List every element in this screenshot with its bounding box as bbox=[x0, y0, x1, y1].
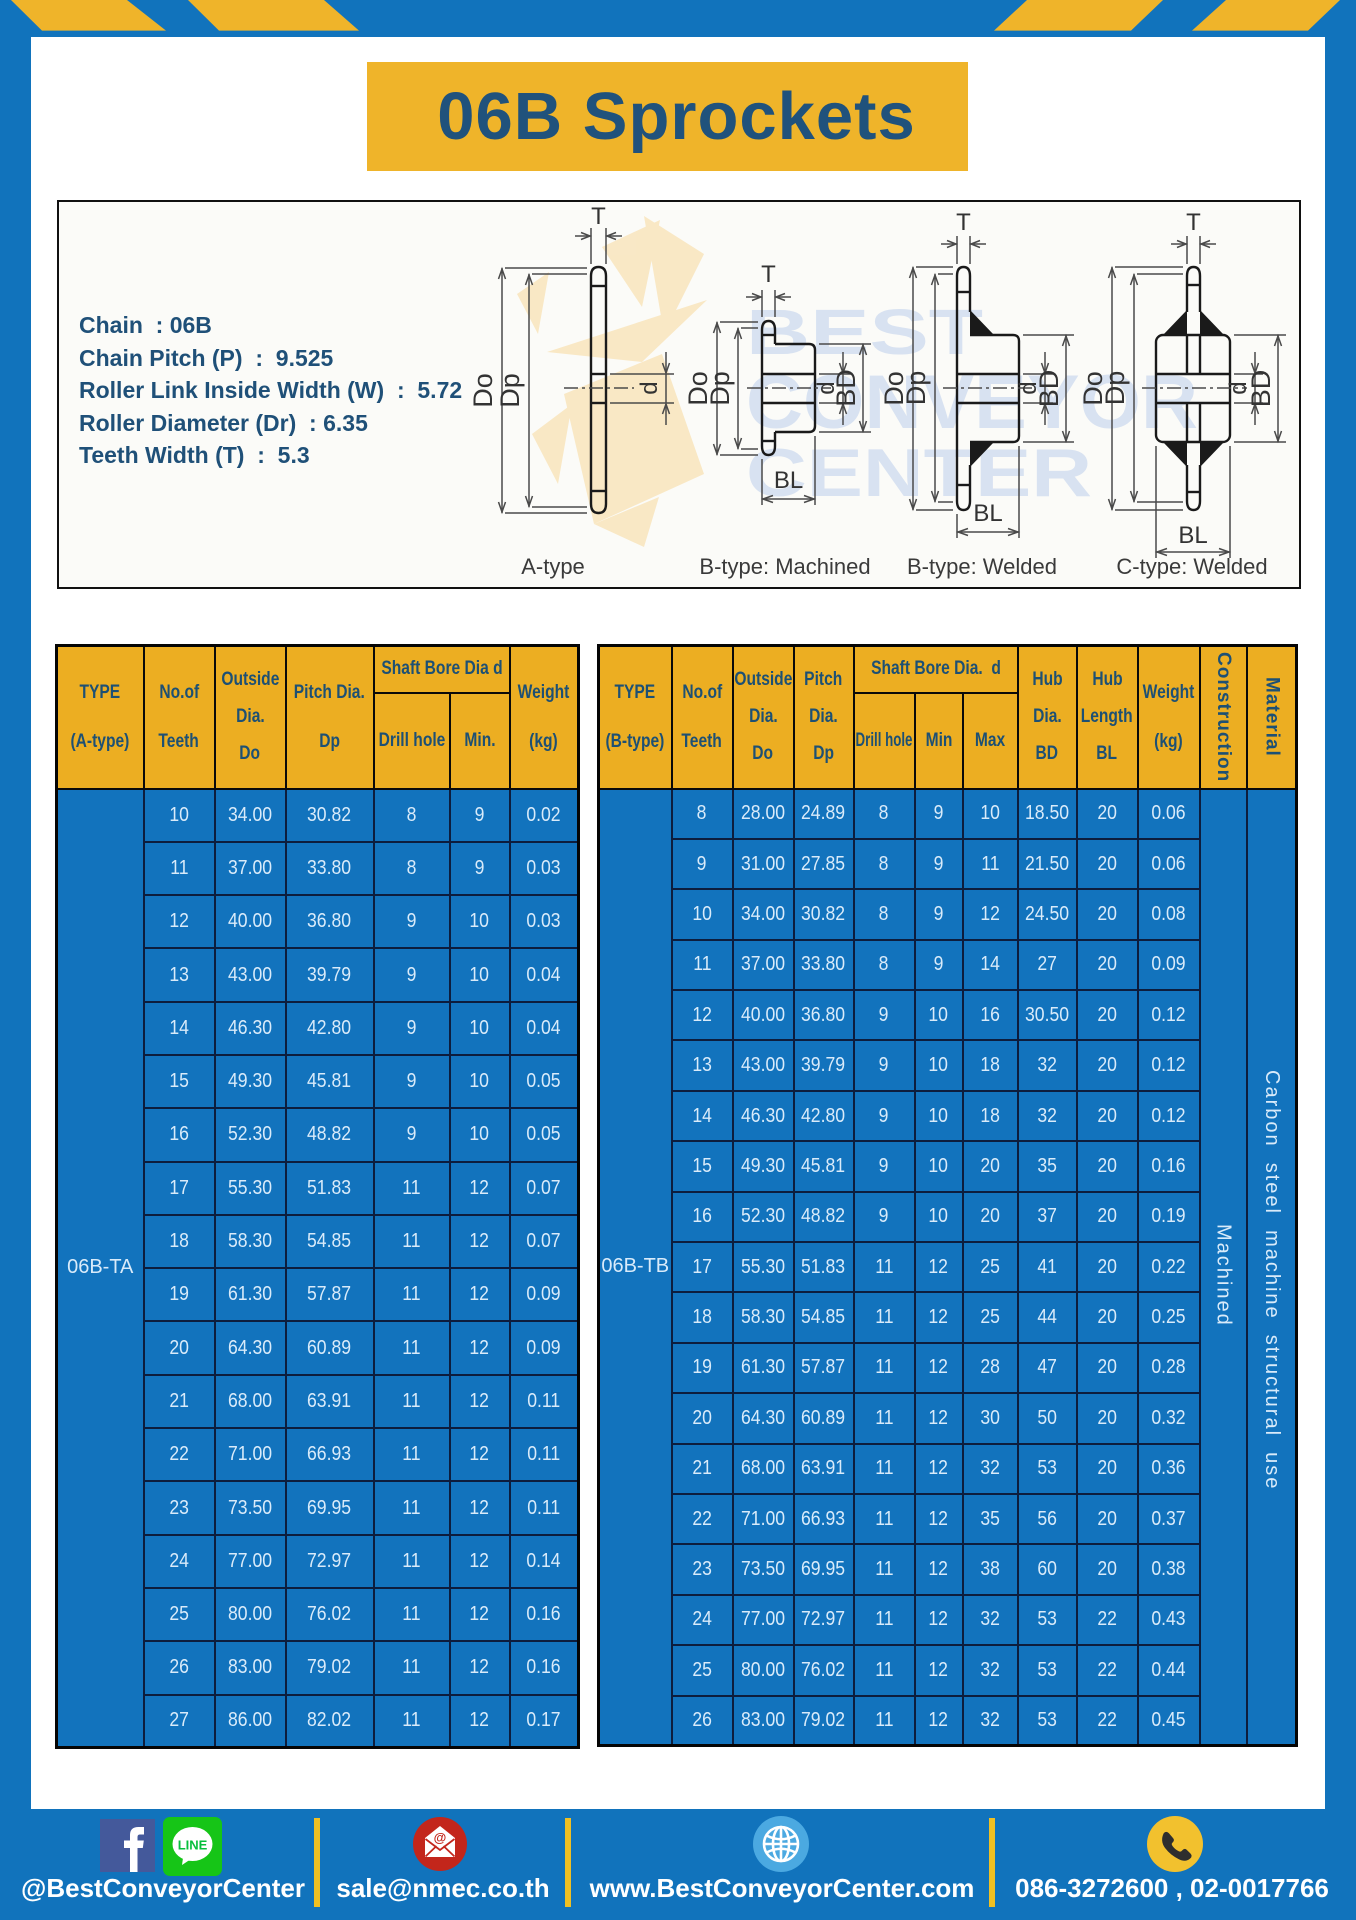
svg-text:BD: BD bbox=[831, 369, 861, 407]
svg-text:Do: Do bbox=[683, 371, 713, 406]
svg-text:LINE: LINE bbox=[178, 1838, 208, 1853]
svg-text:T: T bbox=[591, 203, 606, 230]
svg-text:BD: BD bbox=[1034, 370, 1064, 408]
svg-text:d: d bbox=[636, 381, 663, 394]
svg-text:d: d bbox=[813, 381, 840, 394]
svg-text:Do: Do bbox=[1078, 371, 1108, 406]
svg-text:Dp: Dp bbox=[901, 371, 931, 406]
svg-text:Do: Do bbox=[879, 371, 909, 406]
svg-text:BL: BL bbox=[1178, 522, 1207, 549]
svg-text:BL: BL bbox=[774, 467, 803, 494]
svg-text:Dp: Dp bbox=[705, 371, 735, 406]
svg-text:BEST: BEST bbox=[746, 296, 983, 368]
svg-text:T: T bbox=[1186, 209, 1201, 236]
svg-text:d: d bbox=[1015, 381, 1042, 394]
svg-text:Do: Do bbox=[468, 373, 498, 408]
svg-text:Dp: Dp bbox=[495, 373, 525, 408]
svg-text:Dp: Dp bbox=[1100, 371, 1130, 406]
svg-text:d: d bbox=[1225, 381, 1252, 394]
svg-text:T: T bbox=[761, 261, 776, 288]
svg-text:BD: BD bbox=[1246, 370, 1276, 408]
svg-text:@: @ bbox=[434, 1830, 447, 1845]
svg-text:BL: BL bbox=[973, 500, 1002, 527]
svg-text:T: T bbox=[956, 209, 971, 236]
